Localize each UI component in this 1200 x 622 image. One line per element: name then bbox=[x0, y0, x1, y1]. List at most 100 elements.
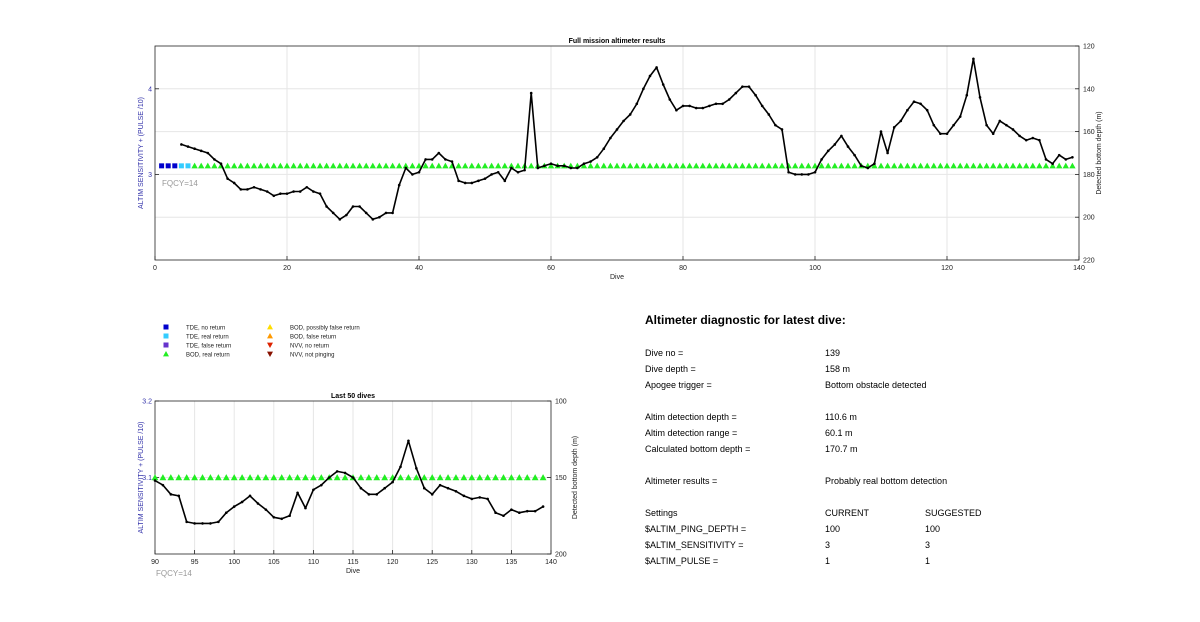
last-50-bottom-depth-point bbox=[193, 522, 196, 525]
legend-label: BOD, false return bbox=[290, 334, 336, 340]
full-mission-bottom-depth-point bbox=[239, 188, 243, 191]
last-50-bod-real-return-marker bbox=[151, 474, 159, 481]
full-mission-bottom-depth-point bbox=[628, 113, 632, 116]
last-50-bottom-depth-point bbox=[470, 497, 474, 501]
last-50-bottom-depth-point bbox=[494, 511, 497, 514]
full-mission-bottom-depth-point bbox=[358, 205, 361, 208]
diag-value-dive-depth: 158 m bbox=[825, 364, 851, 374]
full-mission-bod-real-return-marker bbox=[250, 162, 258, 169]
full-mission-bottom-depth-point bbox=[312, 190, 315, 193]
full-mission-bottom-depth-point bbox=[259, 188, 262, 191]
full-mission-bod-real-return-marker bbox=[422, 162, 429, 169]
last-50-bod-real-return-marker bbox=[175, 474, 183, 481]
full-mission-bottom-depth-point bbox=[213, 158, 216, 161]
full-mission-chart: 0 20 40 60 80 100 120 140 3 4 120 140 160 180 200 220 Fu… bbox=[138, 38, 1103, 281]
full-mission-bottom-depth-line bbox=[181, 57, 1073, 221]
full-mission-bod-real-return-marker bbox=[765, 162, 772, 169]
full-mission-bottom-depth-point bbox=[384, 211, 388, 215]
full-mission-bod-real-return-marker bbox=[752, 162, 759, 169]
full-mission-bottom-depth-point bbox=[754, 93, 757, 97]
setting-suggested-ping-depth: 100 bbox=[925, 524, 941, 534]
full-mission-bod-real-return-marker bbox=[943, 162, 951, 169]
last-50-bod-real-return-marker bbox=[317, 474, 325, 481]
full-mission-bottom-depth-point bbox=[219, 162, 223, 165]
full-mission-bod-real-return-marker bbox=[1036, 162, 1043, 169]
full-mission-bod-real-return-marker bbox=[904, 162, 911, 169]
last-50-bod-real-return-marker bbox=[531, 474, 539, 481]
full-mission-bottom-depth-point bbox=[186, 145, 190, 148]
last-50-bod-real-return-marker bbox=[270, 474, 278, 481]
last-50-bottom-depth-point bbox=[454, 489, 458, 493]
last-50-bottom-depth-point bbox=[533, 509, 537, 513]
last-50-bottom-depth-point bbox=[209, 522, 212, 525]
full-mission-bod-real-return-marker bbox=[838, 162, 845, 169]
full-mission-bottom-depth-point bbox=[424, 158, 427, 161]
full-mission-bod-real-return-marker bbox=[488, 162, 495, 169]
last-50-bottom-depth-point bbox=[264, 508, 268, 511]
diag-label-altimeter-results: Altimeter results = bbox=[645, 476, 718, 486]
last-50-x-tick-label: 100 bbox=[228, 559, 240, 566]
last-50-bottom-depth-point bbox=[383, 486, 386, 490]
full-mission-bod-real-return-marker bbox=[1003, 162, 1010, 169]
last-50-bod-real-return-marker bbox=[357, 474, 365, 481]
full-mission-bottom-depth-point bbox=[648, 74, 652, 78]
full-mission-tde-no-return-marker bbox=[172, 163, 178, 169]
last-50-x-tick-label: 135 bbox=[506, 559, 518, 566]
last-50-bottom-depth-point bbox=[320, 483, 323, 487]
last-50-y-right-axis-label: Detected bottom depth (m) bbox=[572, 436, 579, 519]
diag-label-detection-depth: Altim detection depth = bbox=[645, 412, 737, 422]
diagnostic-title: Altimeter diagnostic for latest dive: bbox=[645, 313, 846, 327]
full-mission-bod-real-return-marker bbox=[970, 162, 977, 169]
full-mission-x-tick-label: 80 bbox=[679, 265, 687, 272]
full-mission-bod-real-return-marker bbox=[778, 162, 786, 169]
marker-legend: TDE, no return TDE, real return TDE, false… bbox=[163, 324, 360, 358]
last-50-bottom-depth-point bbox=[240, 500, 244, 504]
full-mission-bod-real-return-marker bbox=[1056, 162, 1063, 169]
full-mission-bod-real-return-marker bbox=[303, 162, 310, 169]
last-50-bottom-depth-point bbox=[177, 494, 181, 498]
full-mission-y-right-tick-label: 180 bbox=[1083, 172, 1095, 179]
last-50-bod-real-return-marker bbox=[159, 474, 167, 481]
full-mission-bod-real-return-marker bbox=[244, 162, 251, 169]
settings-header-label: Settings bbox=[645, 508, 678, 518]
full-mission-bod-real-return-marker bbox=[666, 162, 673, 169]
diag-label-detection-range: Altim detection range = bbox=[645, 428, 738, 438]
full-mission-bottom-depth-point bbox=[1038, 138, 1041, 142]
full-mission-bod-real-return-marker bbox=[983, 162, 990, 169]
last-50-bottom-depth-point bbox=[407, 439, 410, 443]
full-mission-bod-real-return-marker bbox=[712, 162, 720, 169]
full-mission-bod-real-return-marker bbox=[633, 162, 640, 169]
full-mission-bod-real-return-marker bbox=[1069, 162, 1076, 169]
full-mission-bod-real-return-marker bbox=[660, 162, 667, 169]
full-mission-bottom-depth-point bbox=[1057, 153, 1061, 157]
full-mission-bottom-depth-point bbox=[404, 166, 408, 170]
full-mission-bottom-depth-point bbox=[958, 115, 962, 118]
full-mission-bottom-depth-point bbox=[232, 181, 236, 185]
last-50-x-tick-label: 125 bbox=[426, 559, 438, 566]
full-mission-x-tick-label: 120 bbox=[941, 265, 953, 272]
full-mission-bottom-depth-point bbox=[972, 57, 975, 61]
last-50-bottom-depth-point bbox=[304, 506, 307, 510]
full-mission-bottom-depth-point bbox=[582, 162, 586, 165]
full-mission-y-right-tick-label: 140 bbox=[1083, 86, 1095, 93]
last-50-x-tick-label: 120 bbox=[387, 559, 399, 566]
full-mission-bod-real-return-marker bbox=[884, 162, 891, 169]
full-mission-bottom-depth-point bbox=[490, 173, 493, 176]
last-50-bod-real-return-marker bbox=[246, 474, 254, 481]
full-mission-bod-real-return-marker bbox=[297, 162, 304, 169]
full-mission-bottom-depth-point bbox=[932, 123, 936, 127]
full-mission-bottom-depth-point bbox=[417, 170, 421, 174]
full-mission-bod-real-return-marker bbox=[930, 162, 937, 169]
last-50-bod-real-return-marker bbox=[428, 474, 436, 481]
full-mission-bod-real-return-marker bbox=[462, 162, 469, 169]
last-50-bod-real-return-marker bbox=[333, 474, 341, 481]
full-mission-y-right-tick-label: 160 bbox=[1083, 129, 1095, 136]
last-50-bottom-depth-point bbox=[256, 502, 260, 505]
full-mission-bod-real-return-marker bbox=[937, 162, 944, 169]
setting-name-pulse: $ALTIM_PULSE = bbox=[645, 556, 719, 566]
full-mission-bottom-depth-point bbox=[952, 123, 955, 127]
last-50-bod-real-return-marker bbox=[278, 474, 286, 481]
full-mission-bottom-depth-point bbox=[503, 179, 507, 183]
setting-current-pulse: 1 bbox=[825, 556, 831, 566]
full-mission-bottom-depth-point bbox=[496, 170, 500, 174]
